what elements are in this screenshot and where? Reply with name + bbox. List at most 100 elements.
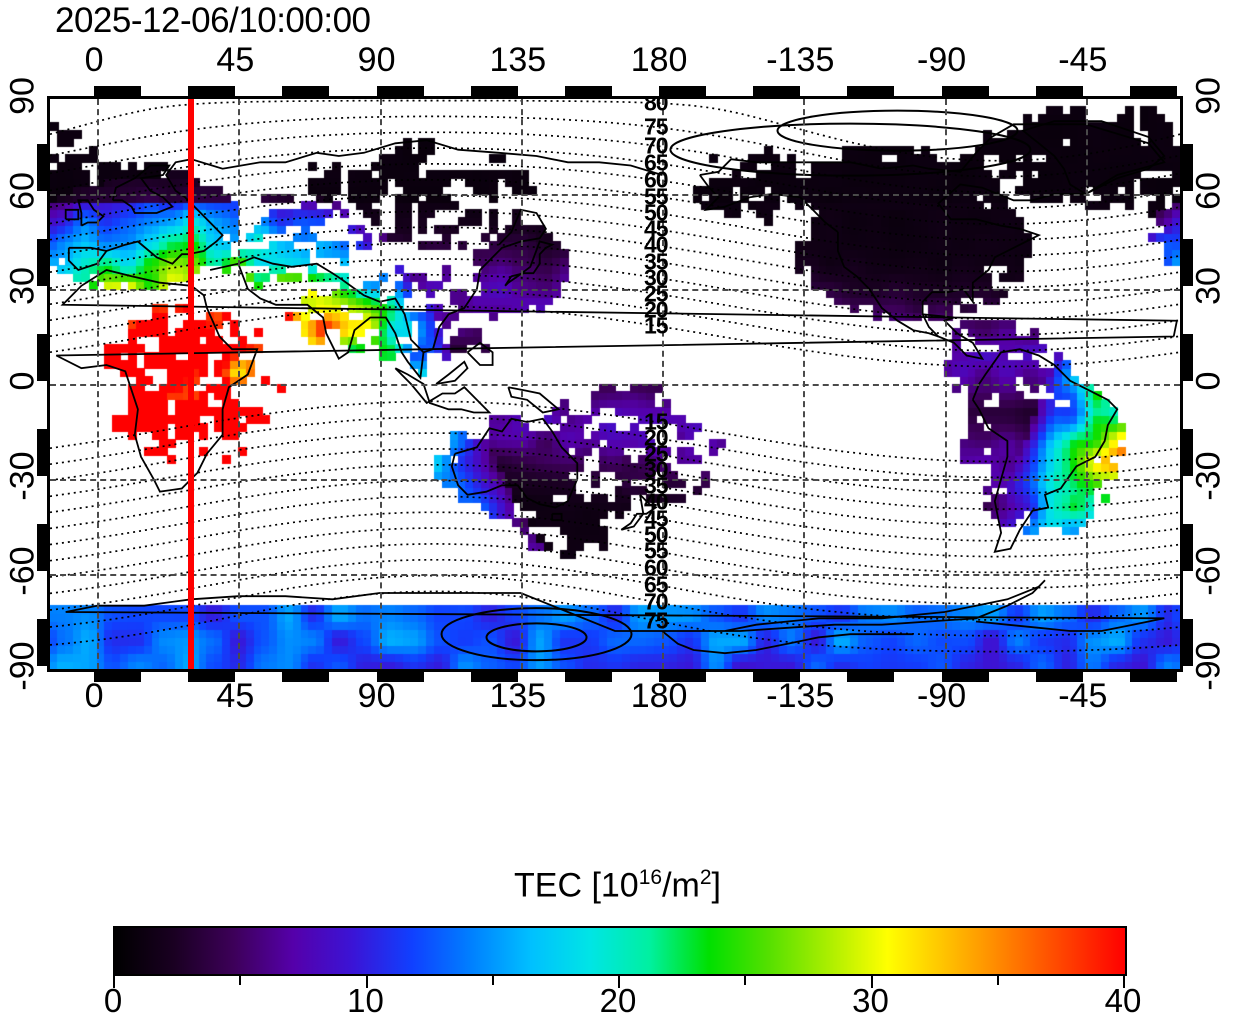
- colorbar-tick-label: 30: [852, 982, 889, 1019]
- page-title: 2025-12-06/10:00:00: [55, 1, 371, 40]
- mag-contour: [50, 463, 1180, 526]
- coastline: [699, 174, 839, 233]
- mag-lat-label: 35: [644, 472, 669, 499]
- ruler-segment: [1129, 672, 1177, 682]
- mag-contour: [50, 242, 1180, 305]
- coastline: [111, 164, 174, 214]
- ruler-segment: [1183, 523, 1193, 571]
- x-tick-label: 180: [630, 677, 688, 715]
- ruler-segment: [1183, 618, 1193, 666]
- mag-contour: [50, 448, 1180, 510]
- mag-lat-label: 20: [644, 424, 669, 451]
- colorbar-minor-tick: [996, 976, 999, 985]
- coastline: [837, 232, 939, 338]
- colorbar-minor-tick: [491, 976, 494, 985]
- y-tick-label: 90: [1189, 77, 1228, 115]
- mag-lat-label: 35: [644, 248, 669, 275]
- ruler-segment: [94, 86, 142, 96]
- mag-lat-label: 15: [644, 408, 669, 435]
- mag-lat-label: 60: [644, 166, 669, 193]
- y-tick-label: -90: [1189, 641, 1228, 691]
- ruler-segment: [376, 86, 424, 96]
- y-tick-label: -60: [1189, 546, 1228, 596]
- x-tick-label: 135: [489, 41, 547, 79]
- mag-contour: [50, 543, 1180, 605]
- mag-contour: [50, 178, 1180, 241]
- colorbar-title-close: ]: [711, 866, 721, 905]
- coastline: [394, 367, 492, 414]
- ruler-segment: [188, 86, 236, 96]
- mag-lat-label: 45: [644, 215, 669, 242]
- mag-lat-label: 15: [644, 312, 669, 339]
- colorbar-title-main: TEC [10: [514, 866, 639, 905]
- x-tick-label: -90: [917, 41, 967, 79]
- ruler-segment: [659, 672, 707, 682]
- y-tick-label: 30: [1189, 267, 1228, 305]
- mag-contour: [50, 305, 1180, 368]
- x-tick-label: 0: [84, 41, 104, 79]
- mag-contour: [50, 210, 1180, 273]
- colorbar-ticks: [113, 976, 1127, 990]
- coastline: [971, 348, 1119, 553]
- coastline: [1021, 120, 1166, 195]
- mag-lat-label: 20: [644, 296, 669, 323]
- ruler-segment: [941, 672, 989, 682]
- colorbar-tick: [113, 976, 115, 988]
- x-tick-label: 90: [357, 677, 396, 715]
- ruler-segment: [282, 672, 330, 682]
- mag-contour: [50, 416, 1180, 479]
- magnetic-pole-contour: [776, 109, 1019, 152]
- colorbar-tick-label: 40: [1104, 982, 1142, 1019]
- mag-contour: [50, 194, 1180, 257]
- mag-contour: [50, 400, 1180, 463]
- mag-lat-label: 45: [644, 505, 669, 532]
- y-axis-right-ruler: [1183, 96, 1193, 672]
- mag-lat-label: 25: [644, 440, 669, 467]
- mag-contour: [50, 432, 1180, 495]
- x-axis-top-labels: 0 45 90 135 180 -135 -90 -45: [47, 40, 1183, 80]
- ruler-segment: [1183, 143, 1193, 191]
- y-tick-label: 60: [1189, 172, 1228, 210]
- coastline: [699, 123, 1166, 360]
- mag-contour: [50, 289, 1180, 352]
- mag-lat-label: 50: [644, 521, 669, 548]
- mag-contour: [50, 527, 1180, 590]
- ruler-segment: [37, 523, 47, 571]
- coastline: [64, 208, 80, 221]
- coastline: [77, 199, 105, 227]
- tec-world-map-plot[interactable]: 80 75 70 65 60 55 50 45 40 35 30 25 20 15 15 20 25 30 35 40…: [47, 96, 1183, 672]
- ruler-segment: [282, 86, 330, 96]
- colorbar-tick-label: 10: [347, 982, 384, 1019]
- x-tick-label: 45: [216, 41, 255, 79]
- mag-lat-label: 30: [644, 456, 669, 483]
- ruler-segment: [847, 672, 895, 682]
- y-tick-label: 0: [1189, 371, 1228, 391]
- ruler-segment: [1129, 86, 1177, 96]
- mag-contour: [50, 558, 1180, 621]
- tec-colorbar[interactable]: [113, 926, 1127, 976]
- mag-lat-label: 40: [644, 488, 669, 515]
- parallel-gridline: [50, 194, 1180, 196]
- mag-contour: [50, 574, 1180, 637]
- ruler-segment: [1183, 428, 1193, 476]
- mag-lat-label: 65: [644, 571, 669, 598]
- coastline: [466, 341, 494, 366]
- coastline: [662, 579, 1046, 632]
- colorbar-tick-label: 20: [599, 982, 637, 1019]
- ruler-segment: [470, 672, 518, 682]
- mag-lat-label: 70: [644, 132, 669, 159]
- x-tick-label: 0: [84, 677, 104, 715]
- magnetic-pole-contour: [440, 607, 633, 662]
- parallel-gridline: [50, 289, 1180, 291]
- mag-contour: [50, 226, 1180, 289]
- ruler-segment: [1035, 86, 1083, 96]
- x-tick-label: -45: [1058, 41, 1108, 79]
- mag-contour: [50, 511, 1180, 574]
- x-axis-bottom-labels: 0 45 90 135 180 -135 -90 -45: [47, 676, 1183, 716]
- mag-lat-label: 55: [644, 537, 669, 564]
- y-tick-label: -30: [1189, 451, 1228, 501]
- colorbar-minor-tick: [239, 976, 242, 985]
- ruler-segment: [941, 86, 989, 96]
- ruler-segment: [1183, 333, 1193, 381]
- mag-lat-label: 75: [644, 113, 669, 140]
